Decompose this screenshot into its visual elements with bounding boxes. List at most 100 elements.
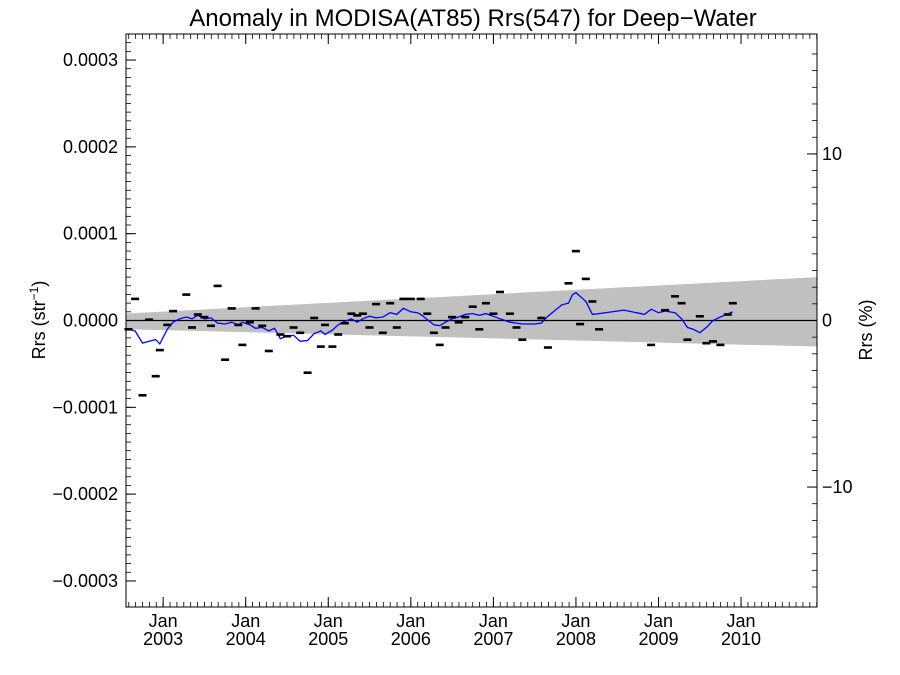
data-point bbox=[365, 326, 374, 329]
x-tick-label-month: Jan bbox=[727, 611, 756, 631]
data-point bbox=[661, 308, 670, 312]
data-point bbox=[423, 312, 432, 315]
y-tick-label: −0.0001 bbox=[52, 397, 118, 417]
data-point bbox=[358, 312, 367, 315]
data-point bbox=[296, 331, 305, 335]
data-point bbox=[723, 313, 732, 316]
data-point bbox=[316, 345, 325, 348]
y-tick-label: −0.0002 bbox=[52, 484, 118, 504]
y-axis-label-left-text: Rrs (str bbox=[29, 300, 49, 359]
x-tick-label-year: 2003 bbox=[143, 629, 183, 649]
axes-layer: 0.0003 0.0002 0.0001 0.0000 −0.0001 −0.0002 −0… bbox=[52, 33, 853, 649]
trend-line bbox=[128, 291, 734, 346]
data-point bbox=[245, 321, 254, 324]
data-point bbox=[537, 316, 546, 320]
y-tick-label: 0.0000 bbox=[63, 311, 118, 331]
data-point bbox=[392, 326, 401, 329]
data-point bbox=[399, 297, 408, 301]
data-point bbox=[441, 326, 450, 329]
x-tick-label-year: 2008 bbox=[556, 629, 596, 649]
data-point bbox=[683, 338, 692, 341]
data-point bbox=[406, 297, 415, 301]
x-tick-label-year: 2006 bbox=[391, 629, 431, 649]
trend-line-layer bbox=[128, 291, 734, 346]
y-axis-label-left-superscript: −1 bbox=[27, 286, 41, 300]
data-point bbox=[695, 315, 704, 318]
data-point bbox=[543, 346, 552, 349]
data-point bbox=[576, 322, 585, 326]
data-point bbox=[155, 348, 164, 352]
data-points-layer bbox=[124, 249, 737, 397]
y2-tick-label: −10 bbox=[822, 477, 853, 497]
y-tick-label: −0.0003 bbox=[52, 571, 118, 591]
x-tick-label-month: Jan bbox=[149, 611, 178, 631]
data-point bbox=[193, 313, 202, 316]
data-point bbox=[169, 309, 178, 313]
data-point bbox=[475, 328, 484, 331]
data-point bbox=[595, 328, 604, 331]
data-point bbox=[310, 316, 319, 320]
data-point bbox=[264, 349, 273, 353]
y-tick-label: 0.0002 bbox=[63, 137, 118, 157]
data-point bbox=[496, 290, 504, 294]
x-tick-label-month: Jan bbox=[314, 611, 343, 631]
x-tick-label-month: Jan bbox=[479, 611, 508, 631]
data-point bbox=[283, 334, 291, 338]
data-point bbox=[378, 331, 387, 335]
data-point bbox=[227, 307, 236, 310]
data-point bbox=[716, 343, 725, 347]
data-point bbox=[505, 312, 514, 315]
data-point bbox=[512, 326, 521, 329]
x-tick-label-year: 2004 bbox=[226, 629, 266, 649]
x-tick-label-year: 2007 bbox=[473, 629, 513, 649]
data-point bbox=[372, 302, 381, 306]
data-point bbox=[677, 301, 686, 305]
data-point bbox=[448, 315, 457, 319]
data-point bbox=[251, 307, 260, 310]
y-tick-label: 0.0003 bbox=[63, 50, 118, 70]
y2-tick-label: 10 bbox=[822, 144, 842, 164]
data-point bbox=[571, 249, 580, 253]
data-point bbox=[188, 326, 196, 329]
data-point bbox=[416, 297, 425, 301]
data-point bbox=[138, 394, 147, 397]
data-point bbox=[328, 345, 337, 348]
y-axis-label-left-close: ) bbox=[29, 281, 49, 287]
x-tick-label-month: Jan bbox=[644, 611, 673, 631]
data-point bbox=[386, 301, 395, 305]
data-point bbox=[234, 323, 243, 327]
data-point bbox=[334, 333, 343, 336]
data-point bbox=[289, 326, 298, 329]
data-point bbox=[238, 343, 247, 347]
y-axis-label-left: Rrs (str−1) bbox=[27, 281, 49, 360]
data-point bbox=[131, 297, 140, 301]
data-point bbox=[518, 338, 527, 341]
x-tick-label-month: Jan bbox=[561, 611, 590, 631]
data-point bbox=[221, 358, 230, 361]
data-point bbox=[435, 343, 444, 347]
y2-tick-label: 0 bbox=[822, 311, 832, 331]
data-point bbox=[163, 323, 172, 327]
data-point bbox=[258, 324, 267, 328]
data-point bbox=[481, 301, 490, 305]
x-tick-label-year: 2010 bbox=[721, 629, 761, 649]
data-point bbox=[588, 300, 597, 303]
x-tick-label-year: 2005 bbox=[308, 629, 348, 649]
confidence-band-layer bbox=[126, 277, 817, 347]
chart-title: Anomaly in MODISA(AT85) Rrs(547) for Dee… bbox=[189, 5, 757, 32]
x-tick-label-month: Jan bbox=[396, 611, 425, 631]
x-tick-label-year: 2009 bbox=[638, 629, 678, 649]
data-point bbox=[276, 333, 285, 336]
data-point bbox=[581, 277, 590, 281]
data-point bbox=[303, 371, 312, 374]
confidence-band bbox=[126, 277, 817, 347]
y-axis-label-right: Rrs (%) bbox=[856, 300, 876, 361]
data-point bbox=[709, 340, 717, 343]
data-point bbox=[347, 312, 356, 315]
data-point bbox=[207, 324, 215, 328]
data-point bbox=[671, 295, 679, 298]
data-point bbox=[213, 284, 222, 288]
data-point bbox=[429, 331, 438, 335]
data-point bbox=[468, 305, 477, 308]
